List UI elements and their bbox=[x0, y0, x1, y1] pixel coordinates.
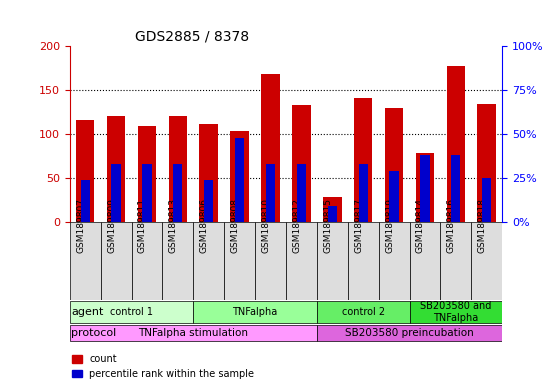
Bar bbox=[328, 206, 337, 222]
FancyBboxPatch shape bbox=[100, 222, 132, 300]
Bar bbox=[76, 120, 94, 222]
Bar bbox=[292, 105, 311, 222]
FancyBboxPatch shape bbox=[255, 222, 286, 300]
Bar bbox=[323, 197, 341, 222]
Text: GSM189810: GSM189810 bbox=[262, 199, 271, 253]
Bar bbox=[478, 104, 496, 222]
Bar bbox=[261, 74, 280, 222]
Text: GSM189814: GSM189814 bbox=[416, 199, 425, 253]
Bar bbox=[482, 178, 492, 222]
FancyBboxPatch shape bbox=[70, 301, 193, 323]
Text: TNFalpha stimulation: TNFalpha stimulation bbox=[138, 328, 248, 338]
Text: SB203580 preincubation: SB203580 preincubation bbox=[345, 328, 474, 338]
Text: control 2: control 2 bbox=[341, 307, 385, 317]
Legend: count, percentile rank within the sample: count, percentile rank within the sample bbox=[72, 354, 254, 379]
Text: GSM189818: GSM189818 bbox=[478, 199, 487, 253]
Text: GSM189806: GSM189806 bbox=[200, 199, 209, 253]
Bar bbox=[359, 164, 368, 222]
FancyBboxPatch shape bbox=[70, 325, 317, 341]
FancyBboxPatch shape bbox=[317, 301, 410, 323]
Text: GSM189812: GSM189812 bbox=[292, 199, 301, 253]
Bar bbox=[112, 164, 121, 222]
Text: GDS2885 / 8378: GDS2885 / 8378 bbox=[134, 30, 249, 43]
Text: agent: agent bbox=[71, 307, 104, 317]
Text: GSM189811: GSM189811 bbox=[138, 199, 147, 253]
Bar bbox=[235, 137, 244, 222]
Text: GSM189819: GSM189819 bbox=[385, 199, 394, 253]
Bar bbox=[266, 164, 275, 222]
FancyBboxPatch shape bbox=[224, 222, 255, 300]
Bar bbox=[385, 108, 403, 222]
Bar bbox=[200, 124, 218, 222]
Bar bbox=[416, 152, 434, 222]
Bar bbox=[451, 155, 460, 222]
FancyBboxPatch shape bbox=[317, 222, 348, 300]
FancyBboxPatch shape bbox=[70, 222, 100, 300]
Text: GSM189808: GSM189808 bbox=[230, 199, 239, 253]
Bar bbox=[138, 126, 156, 222]
Bar bbox=[446, 66, 465, 222]
Bar bbox=[420, 155, 430, 222]
Text: control 1: control 1 bbox=[110, 307, 153, 317]
FancyBboxPatch shape bbox=[472, 222, 502, 300]
Bar bbox=[107, 116, 126, 222]
Text: GSM189816: GSM189816 bbox=[447, 199, 456, 253]
FancyBboxPatch shape bbox=[410, 222, 440, 300]
Text: TNFalpha: TNFalpha bbox=[233, 307, 278, 317]
Text: SB203580 and
TNFalpha: SB203580 and TNFalpha bbox=[420, 301, 492, 323]
Bar bbox=[297, 164, 306, 222]
FancyBboxPatch shape bbox=[162, 222, 193, 300]
FancyBboxPatch shape bbox=[132, 222, 162, 300]
FancyBboxPatch shape bbox=[348, 222, 379, 300]
Bar bbox=[389, 171, 399, 222]
Text: GSM189807: GSM189807 bbox=[76, 199, 85, 253]
Bar bbox=[230, 131, 249, 222]
Text: GSM189817: GSM189817 bbox=[354, 199, 363, 253]
Bar bbox=[354, 98, 373, 222]
Text: GSM189809: GSM189809 bbox=[107, 199, 116, 253]
Bar bbox=[169, 116, 187, 222]
Text: protocol: protocol bbox=[71, 328, 117, 338]
FancyBboxPatch shape bbox=[193, 222, 224, 300]
Bar bbox=[204, 180, 213, 222]
Text: GSM189815: GSM189815 bbox=[323, 199, 333, 253]
FancyBboxPatch shape bbox=[410, 301, 502, 323]
FancyBboxPatch shape bbox=[317, 325, 502, 341]
Bar bbox=[142, 164, 152, 222]
FancyBboxPatch shape bbox=[193, 301, 317, 323]
FancyBboxPatch shape bbox=[379, 222, 410, 300]
Bar bbox=[173, 164, 182, 222]
Text: GSM189813: GSM189813 bbox=[169, 199, 178, 253]
FancyBboxPatch shape bbox=[286, 222, 317, 300]
Bar bbox=[80, 180, 90, 222]
FancyBboxPatch shape bbox=[440, 222, 472, 300]
